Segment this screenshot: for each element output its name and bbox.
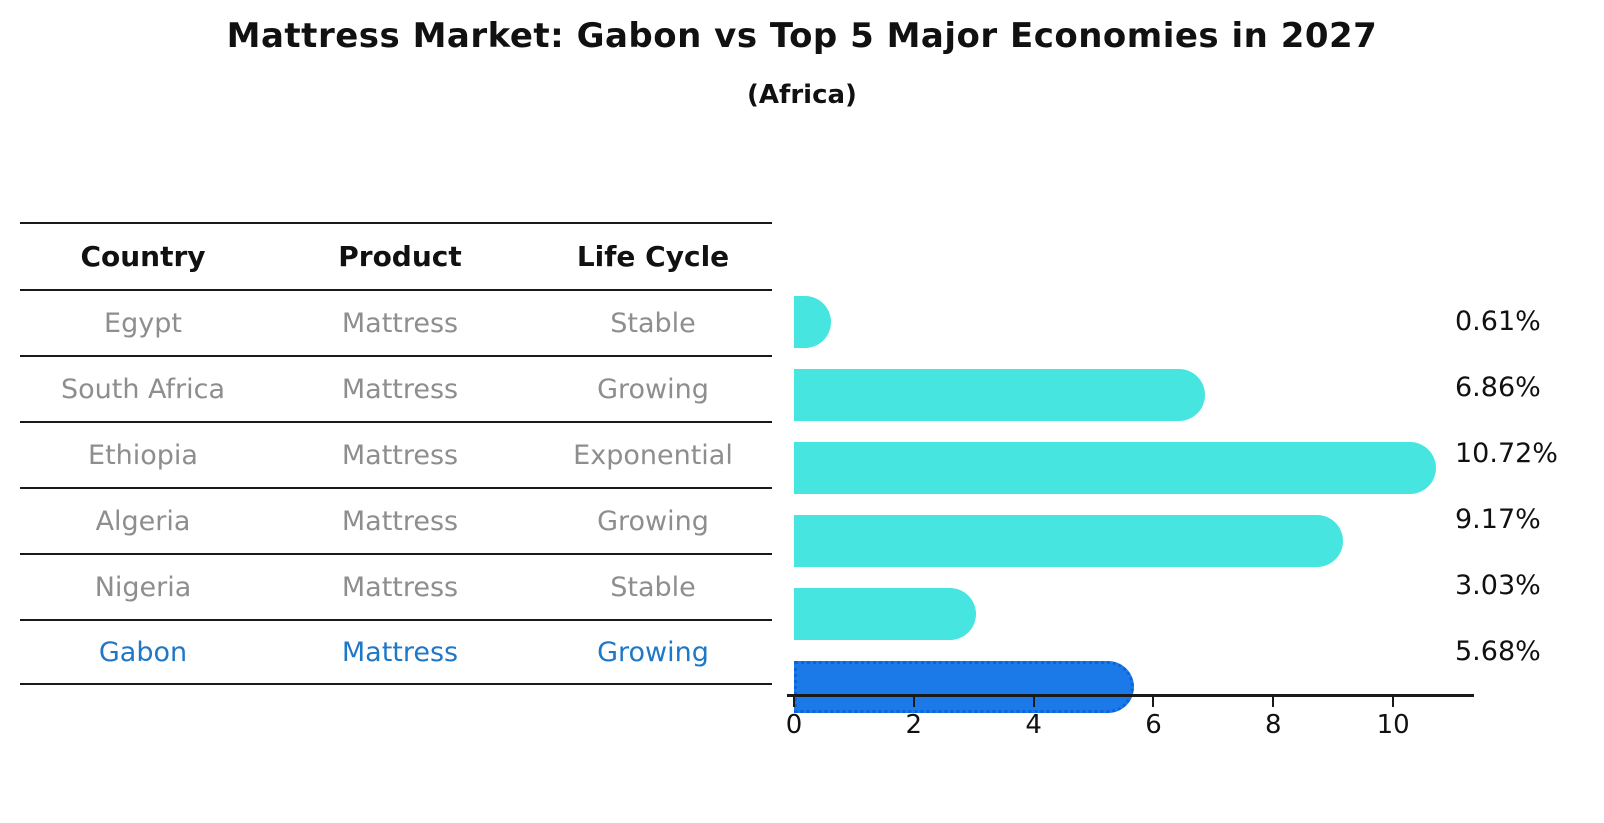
bar-plot xyxy=(794,289,1471,713)
cell-country: Nigeria xyxy=(94,571,192,603)
column-header-country: Country xyxy=(80,240,206,273)
cell-product: Mattress xyxy=(341,307,459,339)
tick-mark xyxy=(912,697,915,707)
tick-label: 6 xyxy=(1145,710,1162,740)
cell-product: Mattress xyxy=(341,439,459,471)
tick-mark xyxy=(1392,697,1395,707)
bar-egypt xyxy=(794,296,831,348)
column-header-life-cycle: Life Cycle xyxy=(576,240,730,273)
cell-country: Algeria xyxy=(95,505,191,537)
table-row: Egypt Mattress Stable xyxy=(20,289,772,355)
tick-label: 4 xyxy=(1025,710,1042,740)
cell-product: Mattress xyxy=(341,571,459,603)
bar-ethiopia xyxy=(794,442,1437,494)
value-label-egypt: 0.61% xyxy=(1455,306,1541,337)
cell-product: Mattress xyxy=(341,373,459,405)
x-axis-line xyxy=(787,694,1474,697)
cell-life-cycle: Growing xyxy=(597,636,709,668)
x-axis-ticks: 0 2 4 6 8 10 xyxy=(786,694,1471,754)
value-label-gabon: 5.68% xyxy=(1455,636,1541,667)
tick-mark xyxy=(1272,697,1275,707)
tick-mark xyxy=(793,697,795,707)
bar-algeria xyxy=(794,515,1344,567)
cell-life-cycle: Growing xyxy=(597,373,709,405)
cell-country: Gabon xyxy=(98,636,188,668)
cell-life-cycle: Stable xyxy=(610,571,696,603)
table-header-row: Country Product Life Cycle xyxy=(20,222,772,289)
table-row-gabon: Gabon Mattress Growing xyxy=(20,619,772,685)
bar-row xyxy=(794,369,1471,435)
value-label-ethiopia: 10.72% xyxy=(1455,438,1558,469)
chart-subtitle: (Africa) xyxy=(747,80,857,110)
bar-row xyxy=(794,588,1471,654)
bar-row xyxy=(794,515,1471,581)
cell-country: Egypt xyxy=(104,307,182,339)
chart-title: Mattress Market: Gabon vs Top 5 Major Ec… xyxy=(226,16,1378,56)
tick-label: 8 xyxy=(1265,710,1282,740)
table-row: Algeria Mattress Growing xyxy=(20,487,772,553)
bar-row xyxy=(794,661,1471,727)
cell-life-cycle: Growing xyxy=(597,505,709,537)
bar-row xyxy=(794,442,1471,508)
tick-label: 10 xyxy=(1376,710,1410,740)
cell-product: Mattress xyxy=(341,636,459,668)
value-label-algeria: 9.17% xyxy=(1455,504,1541,535)
tick-label: 0 xyxy=(785,710,803,740)
country-table: Country Product Life Cycle Egypt Mattres… xyxy=(20,222,772,685)
tick-mark xyxy=(1152,697,1155,707)
tick-label: 2 xyxy=(905,710,923,740)
table-row: Nigeria Mattress Stable xyxy=(20,553,772,619)
value-label-south-africa: 6.86% xyxy=(1455,372,1541,403)
bar-nigeria xyxy=(794,588,976,640)
cell-life-cycle: Exponential xyxy=(573,439,733,471)
bar-gabon xyxy=(794,661,1135,713)
table-row: South Africa Mattress Growing xyxy=(20,355,772,421)
column-header-product: Product xyxy=(338,240,462,273)
cell-life-cycle: Stable xyxy=(610,307,696,339)
cell-country: Ethiopia xyxy=(88,439,198,471)
table-row: Ethiopia Mattress Exponential xyxy=(20,421,772,487)
tick-mark xyxy=(1032,697,1035,707)
value-label-column: 0.61% 6.86% 10.72% 9.17% 3.03% 5.68% xyxy=(1455,289,1604,685)
bar-row xyxy=(794,296,1471,362)
cell-country: South Africa xyxy=(60,373,226,405)
cell-product: Mattress xyxy=(341,505,459,537)
value-label-nigeria: 3.03% xyxy=(1455,570,1541,601)
bar-south-africa xyxy=(794,369,1205,421)
